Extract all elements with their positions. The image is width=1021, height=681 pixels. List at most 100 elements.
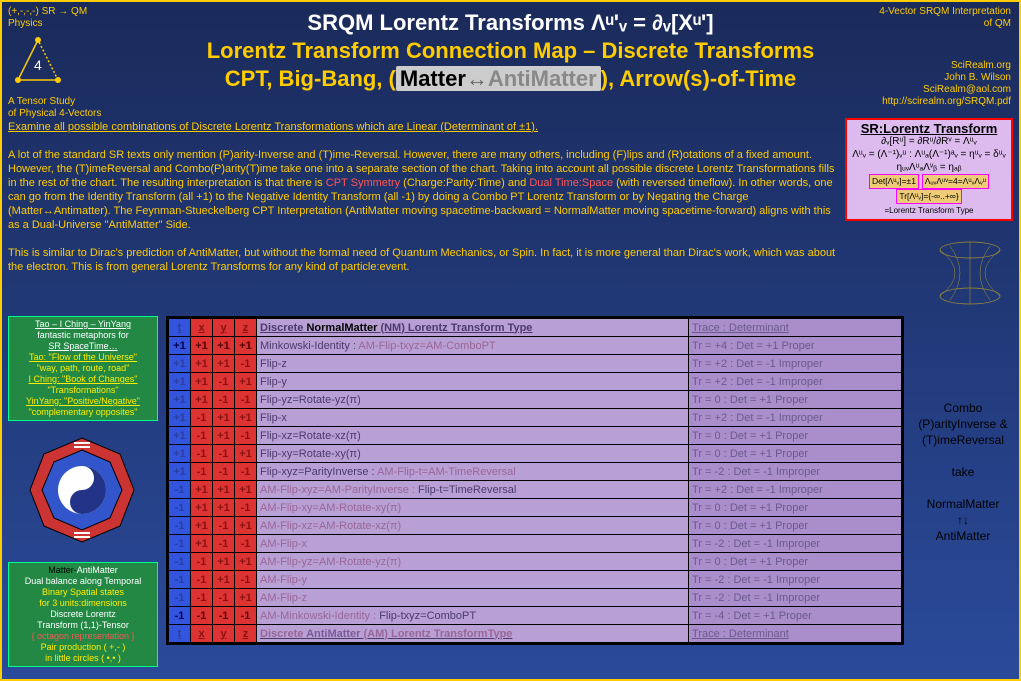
intro-line-1: Examine all possible combinations of Dis… [8, 121, 538, 133]
t3-matter: Matter [400, 66, 466, 91]
g1-7: "Transformations" [47, 385, 118, 395]
g2-2: Dual balance along Temporal [25, 576, 141, 586]
sign-cell: +1 [191, 355, 213, 373]
trace-ftr: Trace : Determinant [689, 625, 902, 643]
desc-cell: AM-Flip-xy=AM-Rotate-xy(π) [257, 499, 689, 517]
sign-cell: +1 [213, 481, 235, 499]
t3-post: ), Arrow(s)-of-Time [601, 66, 797, 91]
table-row: -1-1+1-1AM-Flip-yTr = -2 : Det = -1 Impr… [169, 571, 902, 589]
bagua-icon [26, 434, 138, 546]
g1-3: SR SpaceTime… [48, 341, 117, 351]
table-row: +1-1-1-1Flip-xyz=ParityInverse : AM-Flip… [169, 463, 902, 481]
sign-cell: +1 [213, 571, 235, 589]
desc-hdr-am: Discrete AntiMatter (AM) Lorentz Transfo… [257, 625, 689, 643]
trace-cell: Tr = +2 : Det = -1 Improper [689, 409, 902, 427]
sign-cell: +1 [191, 481, 213, 499]
title-line-1: SRQM Lorentz Transforms Λᵘ'ᵥ = ∂ᵥ[Xᵘ'] [4, 10, 1017, 36]
det-box-1: Det[Λᵘᵥ]=±1 [869, 174, 919, 189]
sign-cell: +1 [191, 517, 213, 535]
sign-cell: -1 [213, 517, 235, 535]
desc-cell: AM-Flip-yz=AM-Rotate-yz(π) [257, 553, 689, 571]
g2-7: { octagon representation } [31, 631, 134, 641]
table-header-bot: txyzDiscrete AntiMatter (AM) Lorentz Tra… [169, 625, 902, 643]
lorentz-title: SR:Lorentz Transform [849, 122, 1009, 135]
sign-cell: -1 [169, 535, 191, 553]
col-hdr: y [213, 319, 235, 337]
g2-1b: AntiMatter [77, 565, 118, 575]
sign-cell: +1 [169, 463, 191, 481]
g1-5: "way, path, route, road" [37, 363, 130, 373]
sign-cell: +1 [169, 409, 191, 427]
sign-cell: +1 [235, 553, 257, 571]
sign-cell: -1 [235, 355, 257, 373]
sign-cell: -1 [213, 391, 235, 409]
desc-cell: Flip-x [257, 409, 689, 427]
desc-cell: AM-Flip-xyz=AM-ParityInverse : Flip-t=Ti… [257, 481, 689, 499]
sign-cell: -1 [235, 499, 257, 517]
trace-cell: Tr = -2 : Det = -1 Improper [689, 535, 902, 553]
trace-cell: Tr = 0 : Det = +1 Proper [689, 427, 902, 445]
g1-1: Tao – I Ching – YinYang [35, 319, 131, 329]
col-ftr: z [235, 625, 257, 643]
sign-cell: +1 [235, 409, 257, 427]
table-row: +1+1+1-1Flip-zTr = +2 : Det = -1 Imprope… [169, 355, 902, 373]
desc-cell: Flip-xy=Rotate-xy(π) [257, 445, 689, 463]
credit-4: http://scirealm.org/SRQM.pdf [882, 96, 1011, 107]
sign-cell: -1 [191, 571, 213, 589]
lorentz-eq-2: Λᵘᵥ = (Λ⁻¹)ᵥᵘ : Λᵘₐ(Λ⁻¹)ᵃᵥ = ηᵘᵥ = δᵘᵥ [849, 148, 1009, 161]
trace-cell: Tr = -2 : Det = -1 Improper [689, 463, 902, 481]
trace-cell: Tr = 0 : Det = +1 Proper [689, 391, 902, 409]
lorentz-eq-1: ∂ᵥ[Rᵘ] = ∂Rᵘ/∂Rᵛ = Λᵘᵥ [849, 135, 1009, 148]
trace-cell: Tr = 0 : Det = +1 Proper [689, 517, 902, 535]
tensor-icon: 4 [10, 28, 70, 88]
col-hdr: x [191, 319, 213, 337]
sign-cell: +1 [191, 373, 213, 391]
desc-cell: AM-Flip-z [257, 589, 689, 607]
sign-cell: +1 [235, 481, 257, 499]
table-row: +1+1-1+1Flip-yTr = +2 : Det = -1 Imprope… [169, 373, 902, 391]
trace-cell: Tr = 0 : Det = +1 Proper [689, 445, 902, 463]
sign-cell: +1 [191, 499, 213, 517]
table-row: +1-1-1+1Flip-xy=Rotate-xy(π)Tr = 0 : Det… [169, 445, 902, 463]
table-header-top: txyzDiscrete NormalMatter (NM) Lorentz T… [169, 319, 902, 337]
header: (+,-,-,-) SR → QM Physics 4-Vector SRQM … [4, 4, 1017, 116]
sign-cell: -1 [191, 427, 213, 445]
trace-cell: Tr = -2 : Det = -1 Improper [689, 589, 902, 607]
sign-cell: +1 [169, 337, 191, 355]
lorentz-eq-3: ηᵤᵥΛᵘₐΛᵛᵦ = ηₐᵦ [849, 161, 1009, 174]
sign-cell: -1 [235, 463, 257, 481]
sign-cell: +1 [191, 391, 213, 409]
trace-cell: Tr = 0 : Det = +1 Proper [689, 553, 902, 571]
sign-cell: -1 [213, 535, 235, 553]
sign-cell: -1 [191, 553, 213, 571]
sign-cell: +1 [235, 589, 257, 607]
sign-cell: +1 [213, 427, 235, 445]
title-line-2: Lorentz Transform Connection Map – Discr… [4, 38, 1017, 64]
sign-cell: -1 [191, 589, 213, 607]
sign-cell: -1 [169, 607, 191, 625]
g2-5: Discrete Lorentz [50, 609, 116, 619]
table-row: -1+1-1-1AM-Flip-xTr = -2 : Det = -1 Impr… [169, 535, 902, 553]
table-row: -1-1+1+1AM-Flip-yz=AM-Rotate-yz(π)Tr = 0… [169, 553, 902, 571]
trace-cell: Tr = -2 : Det = -1 Improper [689, 571, 902, 589]
table-row: +1+1+1+1Minkowski-Identity : AM-Flip-txy… [169, 337, 902, 355]
g2-6: Transform (1,1)-Tensor [37, 620, 129, 630]
sign-cell: +1 [213, 409, 235, 427]
tensor-number: 4 [34, 57, 42, 73]
header-bottom-left: A Tensor Study of Physical 4-Vectors [8, 96, 101, 120]
sign-cell: -1 [235, 535, 257, 553]
matter-tag: Matter↔AntiMatter [396, 66, 601, 91]
desc-cell: Flip-xyz=ParityInverse : AM-Flip-t=AM-Ti… [257, 463, 689, 481]
det-box-3: Tr[Λᵘᵥ]={-∞..+∞} [896, 189, 961, 204]
sign-cell: -1 [191, 463, 213, 481]
rnote-4: take [952, 465, 975, 479]
g2-8: Pair production ( +,- ) [41, 642, 126, 652]
col-ftr: t [169, 625, 191, 643]
trace-cell: Tr = +2 : Det = -1 Improper [689, 355, 902, 373]
table-row: -1+1+1+1AM-Flip-xyz=AM-ParityInverse : F… [169, 481, 902, 499]
g1-9: "complementary opposites" [29, 407, 138, 417]
sign-cell: -1 [213, 463, 235, 481]
sign-cell: +1 [191, 535, 213, 553]
col-hdr: t [169, 319, 191, 337]
t3-antimatter: AntiMatter [488, 66, 597, 91]
